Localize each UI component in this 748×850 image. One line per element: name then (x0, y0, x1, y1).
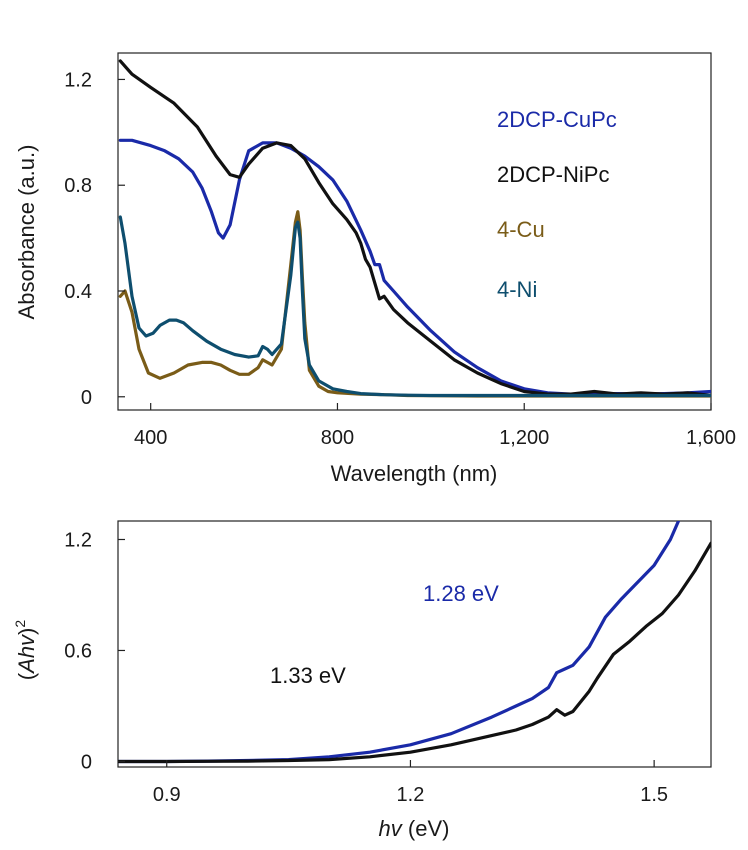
legend-4-cu: 4-Cu (497, 217, 545, 242)
tauc-y-axis-label: (Ahv)2 (12, 620, 39, 681)
tauc-y-tick-label: 0 (81, 751, 92, 773)
tauc-x-tick-label: 1.2 (397, 784, 425, 806)
legend-2dcp-cupc: 2DCP-CuPc (497, 107, 617, 132)
tauc-x-tick-label: 1.5 (640, 784, 668, 806)
absorbance-series-2dcp-cupc (118, 138, 711, 396)
tauc-traces (118, 521, 711, 764)
absorbance-y-tick-label: 1.2 (64, 69, 92, 91)
absorbance-traces (118, 59, 711, 398)
tauc-y-label-close: ) (14, 628, 39, 635)
tauc-y-label-italic: Ahv (14, 633, 39, 675)
tauc-y-tick-label: 0.6 (64, 640, 92, 662)
absorbance-series-2dcp-nipc (118, 59, 711, 398)
tauc-x-tick-label: 0.9 (153, 784, 181, 806)
absorbance-series-group (118, 59, 711, 398)
tauc-y-label-open: ( (14, 672, 39, 680)
tauc-ticks: 0.9 1.2 1.5 0 0.6 1.2 (64, 529, 668, 806)
tauc-x-label-italic: hv (379, 816, 404, 841)
tauc-panel: 0.9 1.2 1.500.61.2 hv (eV) (Ahv)2 1.28 eV … (12, 520, 712, 841)
absorbance-x-tick-label: 800 (321, 427, 354, 449)
tauc-x-axis-label: hv (eV) (379, 816, 450, 841)
absorbance-ticks: 400 800 1,200 1,600 0 0.4 0.8 1.2 (64, 69, 736, 449)
absorbance-x-tick-label: 400 (134, 427, 167, 449)
absorbance-series-4-ni (118, 215, 711, 398)
absorbance-x-axis-label: Wavelength (nm) (331, 461, 498, 486)
tauc-y-label-superscript: 2 (12, 620, 28, 628)
absorbance-y-tick-label: 0.8 (64, 175, 92, 197)
legend-4-ni: 4-Ni (497, 277, 537, 302)
absorbance-series-4-cu (118, 210, 711, 398)
absorbance-panel: 400 800 1,200 1,600 0 0.4 0.8 1.2 Wavelength (n… (14, 52, 736, 486)
tauc-series-group (118, 521, 711, 764)
tauc-x-label-unit: (eV) (402, 816, 450, 841)
absorbance-y-tick-label: 0 (81, 387, 92, 409)
absorbance-y-axis-label: Absorbance (a.u.) (14, 145, 39, 320)
tauc-series-2dcp-nipc (118, 541, 711, 764)
annotation-1-33-ev: 1.33 eV (270, 663, 346, 688)
legend-2dcp-nipc: 2DCP-NiPc (497, 162, 609, 187)
tauc-series-2dcp-cupc (118, 521, 681, 764)
absorbance-y-tick-label: 0.4 (64, 281, 92, 303)
absorbance-x-tick-label: 1,600 (686, 427, 736, 449)
annotation-1-28-ev: 1.28 eV (423, 581, 499, 606)
tauc-y-tick-label: 1.2 (64, 529, 92, 551)
absorbance-x-tick-label: 1,200 (499, 427, 549, 449)
absorbance-plot-frame (117, 52, 712, 411)
tauc-plot-frame (117, 520, 712, 768)
